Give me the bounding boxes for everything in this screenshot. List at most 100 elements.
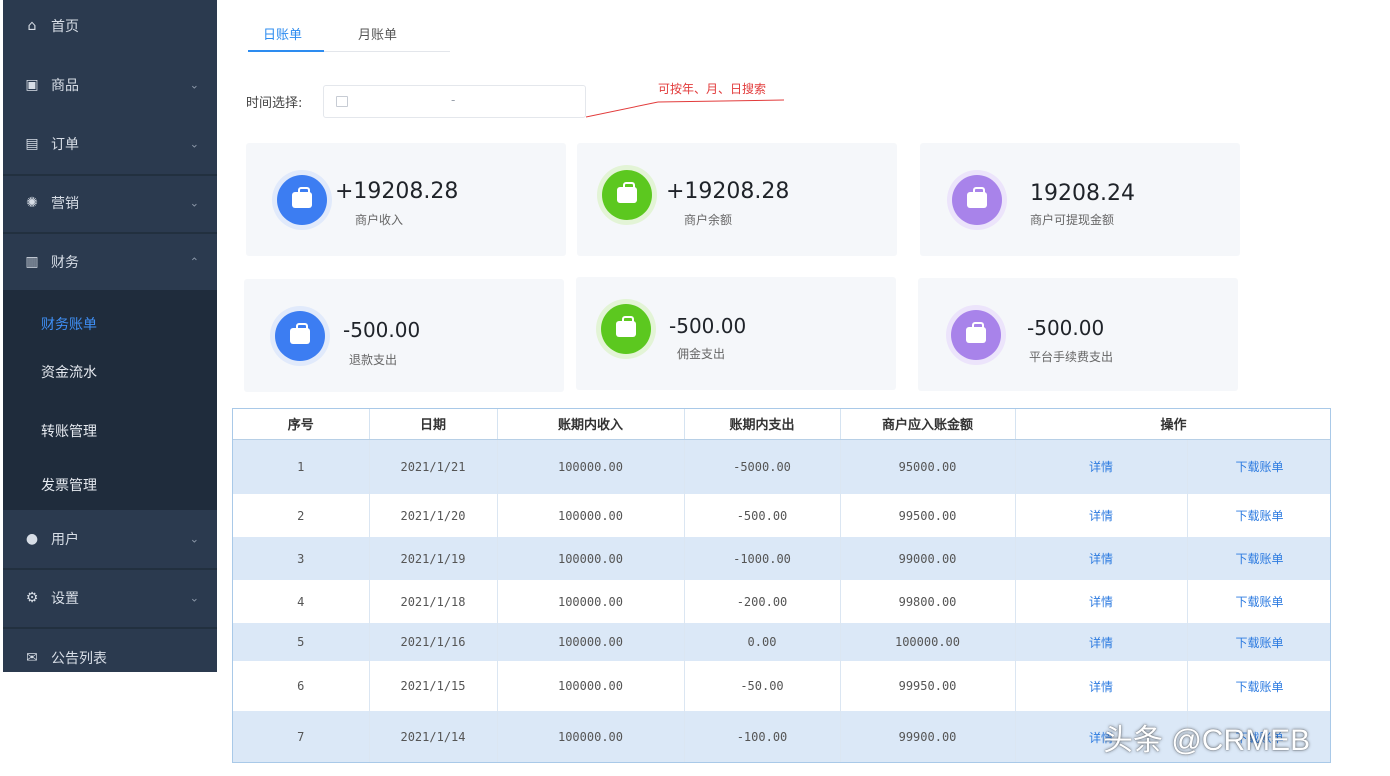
sidebar: ⌂ 首页 ▣ 商品 ⌄ ▤ 订单 ⌄ ✺ 营销 ⌄ ▥ 财务 ⌃ 财务账单 资金… <box>3 0 217 672</box>
cell-amount: 95000.00 <box>840 439 1016 494</box>
chevron-up-icon: ⌃ <box>189 255 199 269</box>
cell-date: 2021/1/20 <box>369 494 498 537</box>
chart-icon: ▥ <box>25 254 39 270</box>
nav-label: 商品 <box>51 78 79 94</box>
nav-divider <box>3 627 217 629</box>
home-icon: ⌂ <box>27 18 37 34</box>
bag-icon: ▣ <box>25 77 39 93</box>
tab-monthly-bill[interactable]: 月账单 <box>358 28 398 43</box>
cell-date: 2021/1/18 <box>369 580 498 623</box>
stat-label: 商户余额 <box>684 213 733 227</box>
stat-card-merchant-balance: +19208.28 商户余额 <box>577 143 897 256</box>
download-bill-link[interactable]: 下载账单 <box>1187 623 1330 661</box>
cell-expense: -200.00 <box>684 580 841 623</box>
cell-income: 100000.00 <box>497 580 685 623</box>
detail-link[interactable]: 详情 <box>1015 537 1188 580</box>
cell-income: 100000.00 <box>497 661 685 711</box>
table-row: 2 2021/1/20 100000.00 -500.00 99500.00 详… <box>233 494 1330 537</box>
submenu-item-finance-bill[interactable]: 财务账单 <box>41 317 97 333</box>
download-bill-link[interactable]: 下载账单 <box>1187 439 1330 494</box>
chevron-down-icon: ⌄ <box>189 591 199 605</box>
cell-income: 100000.00 <box>497 537 685 580</box>
download-bill-link[interactable]: 下载账单 <box>1187 580 1330 623</box>
nav-item-marketing[interactable]: ✺ 营销 ⌄ <box>3 174 217 232</box>
cell-index: 1 <box>233 439 370 494</box>
nav-divider <box>3 568 217 570</box>
nav-item-finance[interactable]: ▥ 财务 ⌃ <box>3 233 217 291</box>
cell-date: 2021/1/14 <box>369 711 498 762</box>
column-header-amount: 商户应入账金额 <box>840 409 1016 440</box>
cell-income: 100000.00 <box>497 623 685 661</box>
download-bill-link[interactable]: 下载账单 <box>1187 661 1330 711</box>
stat-label: 平台手续费支出 <box>1029 350 1114 364</box>
submenu-item-fund-flow[interactable]: 资金流水 <box>41 365 97 381</box>
order-icon: ▤ <box>25 136 39 152</box>
cell-income: 100000.00 <box>497 439 685 494</box>
submenu-item-invoice[interactable]: 发票管理 <box>41 478 97 494</box>
cell-index: 4 <box>233 580 370 623</box>
nav-item-users[interactable]: ● 用户 ⌄ <box>3 510 217 568</box>
tab-active-indicator <box>248 50 324 52</box>
detail-link[interactable]: 详情 <box>1015 494 1188 537</box>
wallet-icon <box>951 310 1001 360</box>
table-row: 3 2021/1/19 100000.00 -1000.00 99000.00 … <box>233 537 1330 580</box>
cell-index: 3 <box>233 537 370 580</box>
download-bill-link[interactable]: 下载账单 <box>1187 494 1330 537</box>
stat-card-withdrawable: 19208.24 商户可提现金额 <box>920 143 1240 256</box>
stat-card-platform-fee: -500.00 平台手续费支出 <box>918 278 1238 391</box>
stat-amount: +19208.28 <box>335 179 459 204</box>
finance-submenu: 财务账单 资金流水 转账管理 发票管理 <box>3 290 217 510</box>
cell-income: 100000.00 <box>497 494 685 537</box>
briefcase-icon <box>602 170 652 220</box>
cell-income: 100000.00 <box>497 711 685 762</box>
stat-label: 佣金支出 <box>677 347 726 361</box>
calendar-icon <box>336 96 348 107</box>
cell-date: 2021/1/15 <box>369 661 498 711</box>
detail-link[interactable]: 详情 <box>1015 711 1188 762</box>
shopping-bag-icon <box>277 175 327 225</box>
download-bill-link[interactable]: 下载账单 <box>1187 537 1330 580</box>
cell-expense: -500.00 <box>684 494 841 537</box>
stat-amount: -500.00 <box>1027 316 1105 340</box>
nav-item-settings[interactable]: ⚙ 设置 ⌄ <box>3 569 217 627</box>
cell-expense: 0.00 <box>684 623 841 661</box>
table-row: 4 2021/1/18 100000.00 -200.00 99800.00 详… <box>233 580 1330 623</box>
briefcase-icon <box>601 304 651 354</box>
cell-amount: 99000.00 <box>840 537 1016 580</box>
gear-icon: ⚙ <box>25 590 39 606</box>
nav-item-orders[interactable]: ▤ 订单 ⌄ <box>3 115 217 173</box>
stat-card-merchant-income: +19208.28 商户收入 <box>246 143 566 256</box>
download-bill-link[interactable]: 下载账单 <box>1187 711 1330 762</box>
cell-date: 2021/1/19 <box>369 537 498 580</box>
detail-link[interactable]: 详情 <box>1015 661 1188 711</box>
time-filter-label: 时间选择: <box>246 96 303 111</box>
nav-item-announcements[interactable]: ✉ 公告列表 <box>3 629 217 687</box>
stat-amount: -500.00 <box>343 318 421 342</box>
table-row: 1 2021/1/21 100000.00 -5000.00 95000.00 … <box>233 439 1330 494</box>
detail-link[interactable]: 详情 <box>1015 580 1188 623</box>
nav-item-home[interactable]: ⌂ 首页 <box>3 0 217 55</box>
bill-tabs: 日账单 月账单 <box>248 14 450 52</box>
detail-link[interactable]: 详情 <box>1015 439 1188 494</box>
source-watermark: 头条 @CRMEB <box>1103 724 1311 757</box>
stat-label: 退款支出 <box>349 353 398 367</box>
detail-link[interactable]: 详情 <box>1015 623 1188 661</box>
nav-divider <box>3 232 217 234</box>
column-header-date: 日期 <box>369 409 498 440</box>
tab-daily-bill[interactable]: 日账单 <box>263 28 303 43</box>
nav-label: 财务 <box>51 255 79 271</box>
cell-amount: 99950.00 <box>840 661 1016 711</box>
column-header-expense: 账期内支出 <box>684 409 841 440</box>
user-icon: ● <box>25 531 39 547</box>
table-row: 6 2021/1/15 100000.00 -50.00 99950.00 详情… <box>233 661 1330 711</box>
bill-table: 序号 日期 账期内收入 账期内支出 商户应入账金额 操作 1 2021/1/21… <box>232 408 1331 763</box>
date-range-input[interactable]: - <box>323 85 586 118</box>
submenu-item-transfer[interactable]: 转账管理 <box>41 424 97 440</box>
nav-item-products[interactable]: ▣ 商品 ⌄ <box>3 56 217 114</box>
cell-expense: -100.00 <box>684 711 841 762</box>
mail-icon: ✉ <box>26 650 38 666</box>
cell-amount: 99800.00 <box>840 580 1016 623</box>
chevron-down-icon: ⌄ <box>189 137 199 151</box>
cell-expense: -1000.00 <box>684 537 841 580</box>
